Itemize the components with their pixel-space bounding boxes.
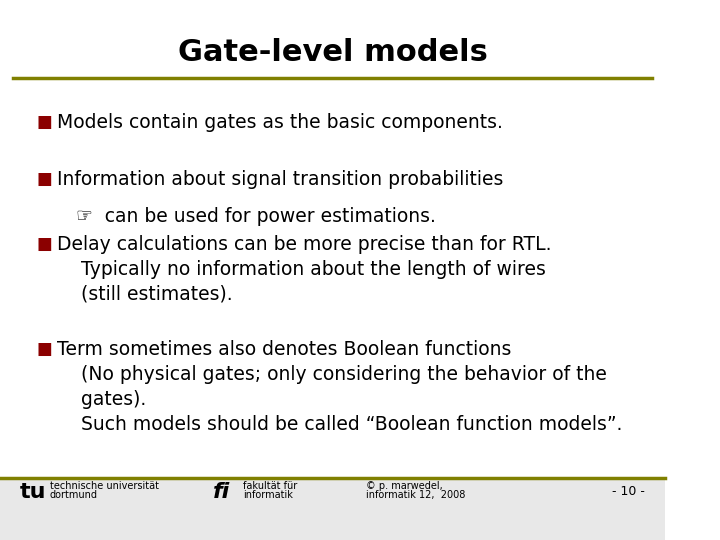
Text: © p. marwedel,: © p. marwedel, [366, 481, 443, 491]
Text: - 10 -: - 10 - [613, 485, 645, 498]
Text: Term sometimes also denotes Boolean functions
    (No physical gates; only consi: Term sometimes also denotes Boolean func… [57, 340, 622, 434]
Text: Delay calculations can be more precise than for RTL.
    Typically no informatio: Delay calculations can be more precise t… [57, 235, 551, 304]
Text: Gate-level models: Gate-level models [178, 38, 487, 67]
Text: technische universität: technische universität [50, 481, 159, 491]
Text: ■: ■ [37, 113, 53, 131]
Text: ■: ■ [37, 170, 53, 188]
Bar [0, 478, 665, 540]
Text: ■: ■ [37, 235, 53, 253]
Text: Models contain gates as the basic components.: Models contain gates as the basic compon… [57, 113, 503, 132]
Text: ☞  can be used for power estimations.: ☞ can be used for power estimations. [76, 207, 436, 226]
Text: tu: tu [20, 482, 47, 502]
Text: informatik 12,  2008: informatik 12, 2008 [366, 490, 465, 500]
Text: fakultät für: fakultät für [243, 481, 297, 491]
Text: ■: ■ [37, 340, 53, 358]
Text: fi: fi [213, 482, 230, 502]
Text: Information about signal transition probabilities: Information about signal transition prob… [57, 170, 503, 189]
Text: dortmund: dortmund [50, 490, 98, 500]
Text: informatik: informatik [243, 490, 292, 500]
